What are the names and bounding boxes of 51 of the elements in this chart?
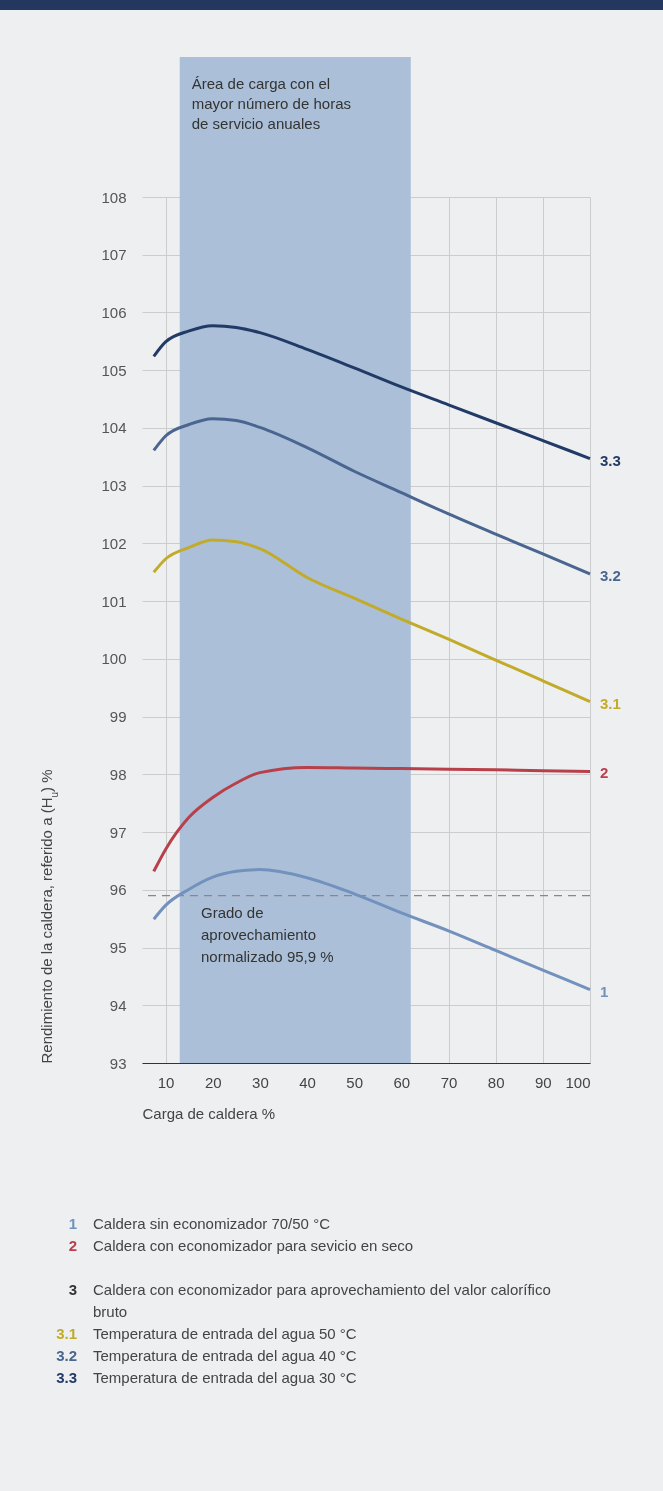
x-tick-label: 90 <box>535 1073 552 1091</box>
band-label: Área de carga con el mayor número de horas de servicio anuales <box>191 75 351 132</box>
y-tick-label: 106 <box>101 303 127 321</box>
x-tick-label: 50 <box>346 1073 364 1091</box>
text: Caldera con economizador para aprovechamiento del valor calorífico bruto <box>93 1280 552 1322</box>
y-tick-label: 101 <box>101 592 127 610</box>
y-tick-label: 103 <box>101 477 127 495</box>
line-series <box>152 868 592 992</box>
x-tick-label: 70 <box>440 1073 458 1091</box>
text: 3 <box>67 1280 78 1300</box>
line-series <box>152 324 592 461</box>
text: Caldera sin economizador 70/50 °C <box>93 1214 331 1234</box>
text: Temperatura de entrada del agua 50 °C <box>93 1324 358 1344</box>
x-tick-label: 80 <box>487 1073 505 1091</box>
x-axis-title: Carga de caldera % <box>142 1104 276 1122</box>
y-tick-label: 94 <box>109 996 127 1014</box>
y-tick-label: 108 <box>101 188 127 206</box>
line-series <box>152 765 592 873</box>
x-tick-label: 100 <box>565 1073 591 1091</box>
y-tick-label: 95 <box>109 939 127 957</box>
x-tick-label: 60 <box>393 1073 411 1091</box>
text: Temperatura de entrada del agua 30 °C <box>93 1368 358 1388</box>
series-label: 1 <box>600 982 609 1000</box>
ref-line-label: Grado de aprovechamiento normalizado 95,9 % <box>201 903 334 965</box>
y-tick-label: 105 <box>101 361 127 379</box>
line-series <box>152 417 592 576</box>
x-tick-label: 20 <box>204 1073 222 1091</box>
line-series <box>152 538 592 704</box>
text: 1 <box>68 1215 77 1232</box>
y-tick-label: 104 <box>101 419 127 437</box>
y-tick-label: 98 <box>109 765 127 783</box>
text: 3.1 <box>56 1325 77 1342</box>
y-tick-label: 99 <box>109 708 127 726</box>
series-label: 2 <box>600 764 609 782</box>
y-tick-label: 102 <box>101 534 127 552</box>
x-tick-label: 10 <box>157 1073 175 1091</box>
series-label: 3.3 <box>600 451 621 469</box>
x-tick-label: 40 <box>299 1073 316 1091</box>
y-tick-label: 96 <box>109 881 127 899</box>
text: Caldera con economizador para sevicio en seco <box>93 1236 415 1256</box>
series-label: 3.2 <box>600 567 621 584</box>
text: 2 <box>68 1237 77 1254</box>
y-tick-label: 93 <box>109 1054 127 1072</box>
y-tick-label: 107 <box>101 246 127 264</box>
y-tick-label: 100 <box>101 650 127 668</box>
x-tick-label: 30 <box>252 1073 269 1091</box>
text: 3.3 <box>56 1369 77 1386</box>
text: Temperatura de entrada del agua 40 °C <box>93 1346 358 1366</box>
text: 3.2 <box>56 1347 77 1364</box>
y-tick-label: 97 <box>109 823 127 841</box>
series-label: 3.1 <box>600 694 621 712</box>
